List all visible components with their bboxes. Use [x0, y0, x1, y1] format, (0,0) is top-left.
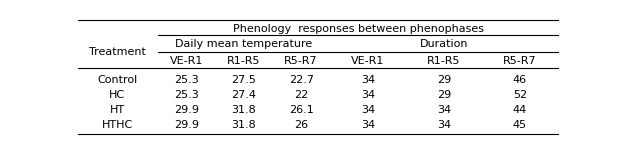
- Text: 31.8: 31.8: [232, 105, 256, 115]
- Text: 34: 34: [361, 76, 375, 86]
- Text: 45: 45: [513, 120, 527, 130]
- Text: HC: HC: [109, 90, 125, 100]
- Text: HT: HT: [110, 105, 125, 115]
- Text: 27.4: 27.4: [231, 90, 257, 100]
- Text: 34: 34: [437, 105, 451, 115]
- Text: R1-R5: R1-R5: [427, 56, 461, 66]
- Text: HTHC: HTHC: [102, 120, 133, 130]
- Text: 31.8: 31.8: [232, 120, 256, 130]
- Text: 34: 34: [361, 90, 375, 100]
- Text: VE-R1: VE-R1: [351, 56, 384, 66]
- Text: R5-R7: R5-R7: [285, 56, 318, 66]
- Text: 34: 34: [437, 120, 451, 130]
- Text: 26: 26: [294, 120, 308, 130]
- Text: Duration: Duration: [420, 39, 468, 49]
- Text: 29: 29: [436, 90, 451, 100]
- Text: 29.9: 29.9: [174, 105, 199, 115]
- Text: Control: Control: [97, 76, 138, 86]
- Text: Daily mean temperature: Daily mean temperature: [175, 39, 312, 49]
- Text: 25.3: 25.3: [174, 90, 199, 100]
- Text: R5-R7: R5-R7: [503, 56, 537, 66]
- Text: 34: 34: [361, 105, 375, 115]
- Text: R1-R5: R1-R5: [228, 56, 261, 66]
- Text: 46: 46: [513, 76, 527, 86]
- Text: 26.1: 26.1: [289, 105, 314, 115]
- Text: 29: 29: [436, 76, 451, 86]
- Text: 22: 22: [294, 90, 308, 100]
- Text: 25.3: 25.3: [174, 76, 199, 86]
- Text: 22.7: 22.7: [289, 76, 314, 86]
- Text: 34: 34: [361, 120, 375, 130]
- Text: 52: 52: [513, 90, 527, 100]
- Text: 29.9: 29.9: [174, 120, 199, 130]
- Text: 27.5: 27.5: [231, 76, 257, 86]
- Text: Treatment: Treatment: [89, 47, 146, 57]
- Text: 44: 44: [513, 105, 527, 115]
- Text: Phenology  responses between phenophases: Phenology responses between phenophases: [232, 24, 484, 34]
- Text: VE-R1: VE-R1: [170, 56, 203, 66]
